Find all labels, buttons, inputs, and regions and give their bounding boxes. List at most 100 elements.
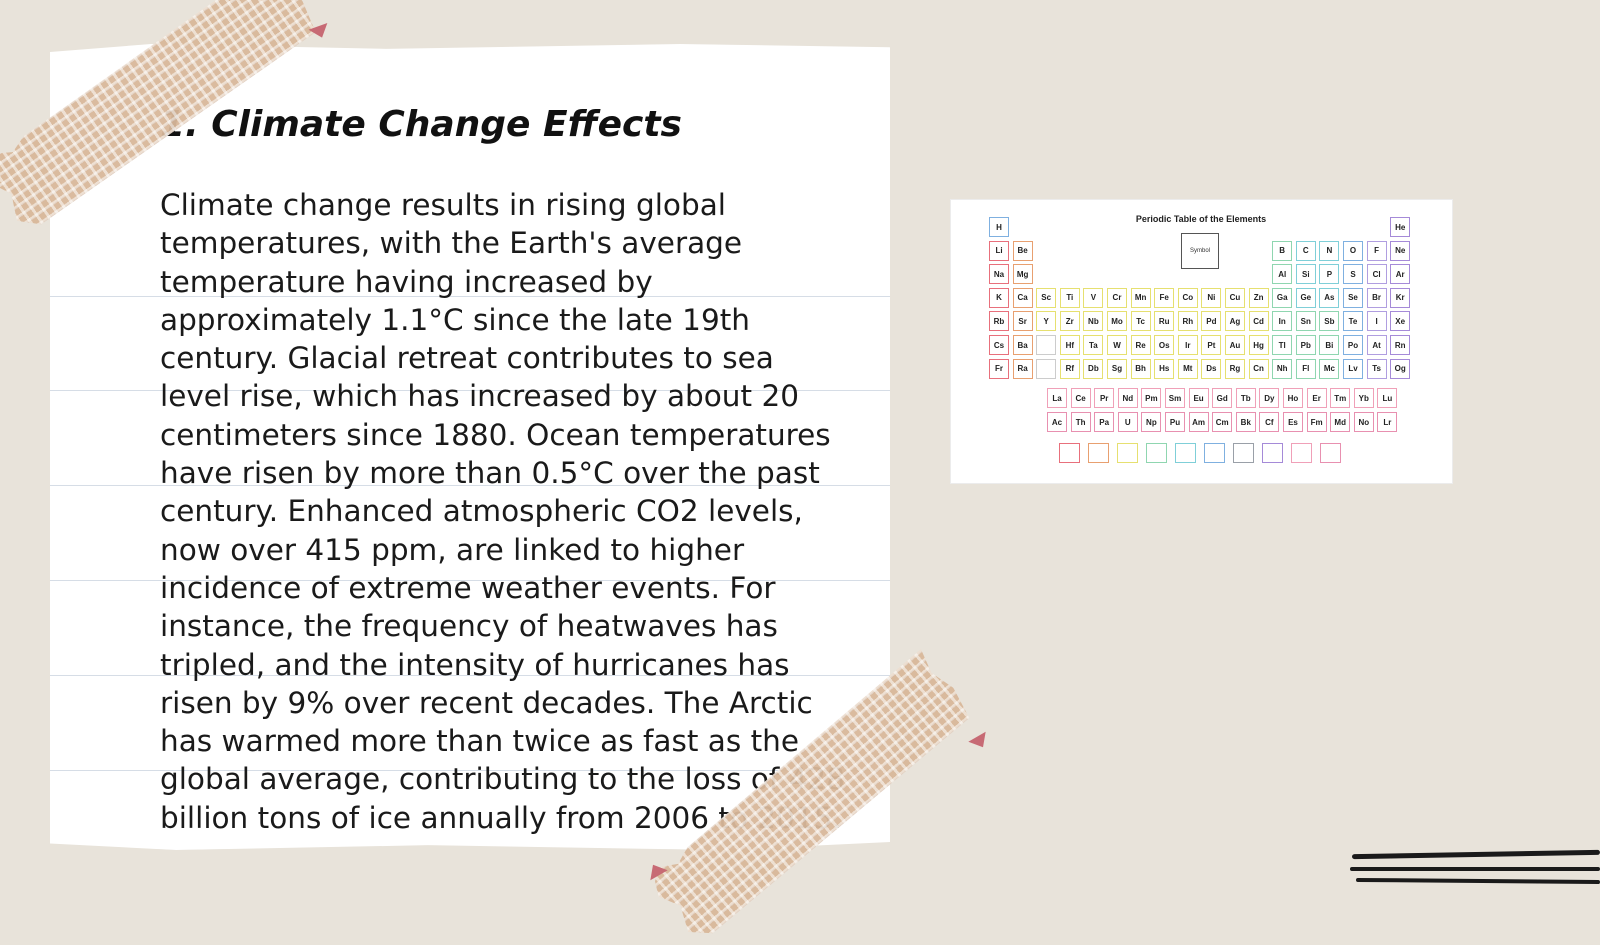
element-cell: O bbox=[1343, 240, 1363, 261]
element-cell: Fl bbox=[1295, 358, 1316, 379]
brush-stroke bbox=[1355, 877, 1600, 885]
element-cell: Pr bbox=[1094, 388, 1115, 408]
element-cell: Eu bbox=[1188, 388, 1209, 408]
element-cell: Ge bbox=[1295, 287, 1316, 308]
element-cell: Ar bbox=[1390, 264, 1411, 285]
element-cell: Ru bbox=[1154, 311, 1175, 332]
element-cell: As bbox=[1319, 287, 1340, 308]
element-cell: V bbox=[1083, 287, 1104, 308]
element-cell: Au bbox=[1225, 335, 1245, 355]
element-cell: Cd bbox=[1248, 311, 1269, 332]
element-cell: Rh bbox=[1177, 311, 1198, 332]
element-cell: Sm bbox=[1165, 388, 1185, 408]
element-cell: Pu bbox=[1165, 412, 1185, 432]
element-cell: Mo bbox=[1107, 311, 1127, 332]
element-cell: Ga bbox=[1272, 287, 1293, 308]
element-cell: Rf bbox=[1059, 358, 1080, 379]
element-cell: Dy bbox=[1259, 388, 1280, 408]
element-cell: Md bbox=[1330, 412, 1351, 432]
element-cell: Pd bbox=[1201, 311, 1222, 332]
element-cell: Pt bbox=[1201, 335, 1222, 355]
element-cell: Tb bbox=[1235, 388, 1256, 408]
element-cell: Cl bbox=[1366, 264, 1387, 285]
element-cell: Fr bbox=[989, 358, 1009, 379]
element-cell: Nb bbox=[1083, 311, 1104, 332]
element-cell: Ac bbox=[1047, 412, 1067, 432]
element-cell: No bbox=[1353, 412, 1374, 432]
element-cell: Ts bbox=[1366, 358, 1387, 379]
element-cell: Db bbox=[1083, 358, 1104, 379]
element-cell: B bbox=[1272, 240, 1293, 261]
legend-swatch bbox=[1204, 443, 1225, 463]
element-cell: Ba bbox=[1012, 335, 1033, 355]
element-cell: Bi bbox=[1319, 335, 1340, 355]
element-cell: Sg bbox=[1107, 358, 1127, 379]
element-cell: Ca bbox=[1012, 287, 1033, 308]
element-cell: H bbox=[989, 217, 1009, 237]
element-cell: Kr bbox=[1390, 287, 1411, 308]
element-cell: N bbox=[1319, 240, 1340, 261]
legend-swatch bbox=[1059, 443, 1080, 463]
element-cell: Lv bbox=[1343, 358, 1363, 379]
paper-rule bbox=[50, 580, 890, 581]
element-cell: Ta bbox=[1083, 335, 1104, 355]
element-cell: Be bbox=[1012, 240, 1033, 261]
element-cell: In bbox=[1272, 311, 1293, 332]
element-cell: K bbox=[989, 287, 1009, 308]
element-cell: S bbox=[1343, 264, 1363, 285]
element-cell: Rb bbox=[989, 311, 1009, 332]
element-cell: Gd bbox=[1212, 388, 1233, 408]
element-cell: Rn bbox=[1390, 335, 1411, 355]
slide-title: 1. Climate Change Effects bbox=[160, 104, 682, 145]
element-cell: Hg bbox=[1248, 335, 1269, 355]
legend-swatch bbox=[1262, 443, 1283, 463]
element-cell: Sn bbox=[1295, 311, 1316, 332]
element-cell: Os bbox=[1154, 335, 1175, 355]
paper-rule bbox=[50, 296, 890, 297]
element-cell: Nd bbox=[1117, 388, 1138, 408]
element-cell: Hs bbox=[1154, 358, 1175, 379]
element-cell: Re bbox=[1130, 335, 1151, 355]
periodic-table-image: Periodic Table of the Elements Symbol H H… bbox=[950, 199, 1453, 484]
brush-stroke bbox=[1350, 867, 1600, 871]
element-cell: Ds bbox=[1201, 358, 1222, 379]
element-cell: Cs bbox=[989, 335, 1009, 355]
element-cell: La bbox=[1047, 388, 1067, 408]
element-cell: Cf bbox=[1259, 412, 1280, 432]
element-placeholder-cell bbox=[1036, 335, 1057, 355]
element-cell: Ho bbox=[1283, 388, 1303, 408]
element-cell: P bbox=[1319, 264, 1340, 285]
element-cell: Bh bbox=[1130, 358, 1151, 379]
element-cell: Mg bbox=[1012, 264, 1033, 285]
element-cell: Cr bbox=[1107, 287, 1127, 308]
brush-stroke bbox=[1351, 849, 1600, 860]
element-cell: Lr bbox=[1377, 412, 1398, 432]
element-cell: Lu bbox=[1377, 388, 1398, 408]
element-cell: Cu bbox=[1225, 287, 1245, 308]
element-cell: Fe bbox=[1154, 287, 1175, 308]
element-cell: Na bbox=[989, 264, 1009, 285]
element-cell: Sr bbox=[1012, 311, 1033, 332]
element-cell: Br bbox=[1366, 287, 1387, 308]
element-cell: Ti bbox=[1059, 287, 1080, 308]
periodic-table-title: Periodic Table of the Elements bbox=[1135, 214, 1267, 224]
element-cell: Hf bbox=[1059, 335, 1080, 355]
element-cell: Mn bbox=[1130, 287, 1151, 308]
element-cell: Cm bbox=[1212, 412, 1233, 432]
element-cell: Fm bbox=[1306, 412, 1327, 432]
element-cell: I bbox=[1366, 311, 1387, 332]
element-cell: Zn bbox=[1248, 287, 1269, 308]
element-cell: Er bbox=[1306, 388, 1327, 408]
legend-swatch bbox=[1146, 443, 1167, 463]
element-cell: Np bbox=[1141, 412, 1162, 432]
element-cell: At bbox=[1366, 335, 1387, 355]
element-cell: Se bbox=[1343, 287, 1363, 308]
element-cell: Co bbox=[1177, 287, 1198, 308]
element-cell: Ni bbox=[1201, 287, 1222, 308]
notebook-paper bbox=[50, 44, 890, 850]
element-cell: Mt bbox=[1177, 358, 1198, 379]
element-cell: Al bbox=[1272, 264, 1293, 285]
element-cell: Tl bbox=[1272, 335, 1293, 355]
element-cell: Ir bbox=[1177, 335, 1198, 355]
element-cell: Pb bbox=[1295, 335, 1316, 355]
